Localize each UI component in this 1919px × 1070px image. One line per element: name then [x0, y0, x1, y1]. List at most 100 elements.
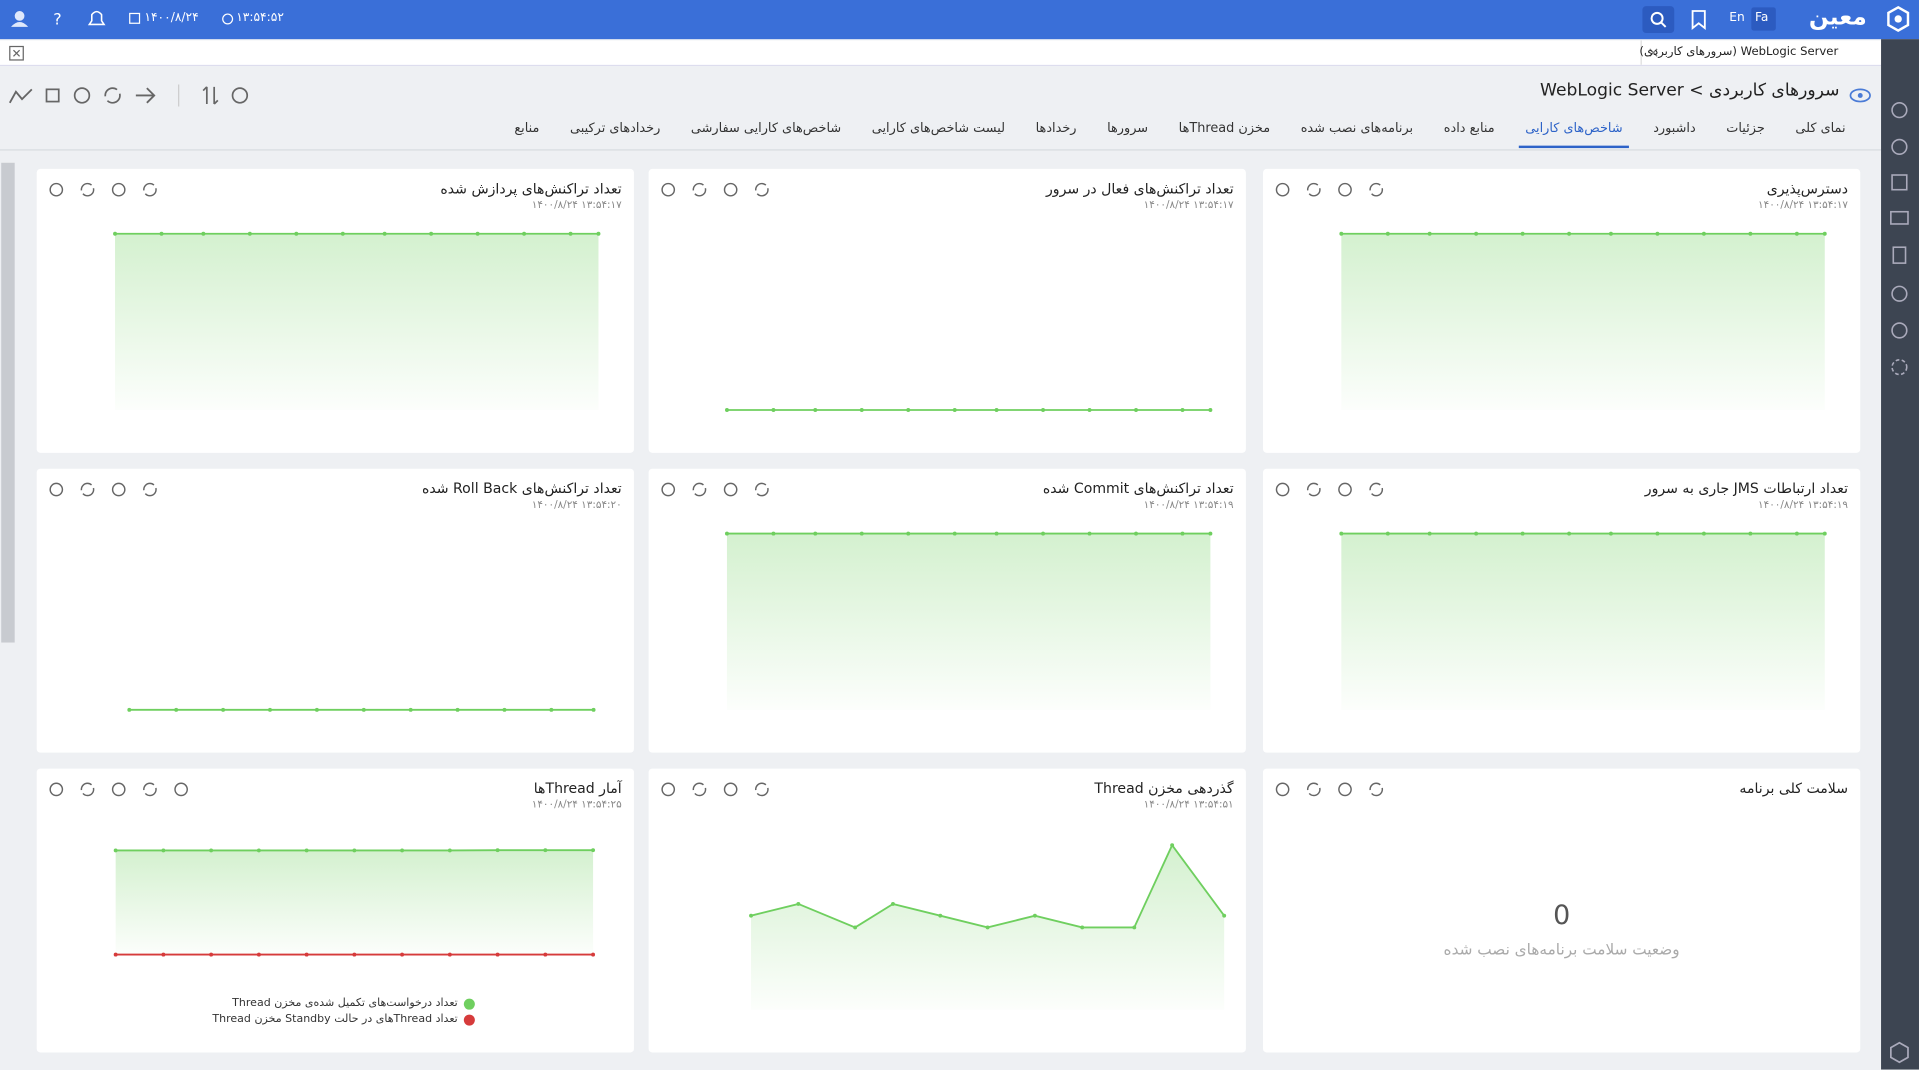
widget-tool[interactable] — [1338, 482, 1352, 497]
legend-swatch — [463, 998, 475, 1010]
side-icon[interactable] — [1890, 210, 1909, 225]
side-icon[interactable] — [1891, 102, 1908, 119]
point — [853, 925, 858, 930]
help-icon[interactable]: ? — [53, 9, 61, 28]
window-icon[interactable] — [9, 45, 24, 61]
lang-fa[interactable]: Fa — [1755, 11, 1769, 25]
widget-tool[interactable] — [1338, 782, 1352, 797]
side-icon[interactable] — [1891, 359, 1908, 376]
tab-close[interactable] — [1649, 48, 1658, 57]
bookmark-icon[interactable] — [1691, 10, 1706, 31]
widget-tool[interactable] — [111, 182, 126, 197]
chart-title: گذردهی مخزن Thread — [1094, 779, 1234, 797]
nav-tab[interactable]: منابع — [514, 121, 540, 136]
widget-tool[interactable] — [1338, 182, 1352, 197]
point — [1427, 531, 1432, 536]
nav-tab[interactable]: رخدادهای ترکیبی — [570, 121, 661, 136]
nav-tab[interactable]: برنامه‌های نصب شده — [1300, 121, 1414, 136]
nav-tab[interactable]: رخدادها — [1035, 121, 1077, 136]
widget-tool[interactable] — [1369, 782, 1384, 797]
tool-chart[interactable] — [8, 88, 33, 104]
legend-item[interactable]: تعداد Threadهای در حالت Standby مخزن Thr… — [212, 1013, 475, 1026]
tool-copy[interactable] — [45, 88, 60, 103]
widget-tool[interactable] — [1306, 482, 1321, 497]
nav-tab[interactable]: نمای کلی — [1795, 121, 1846, 136]
widget-tool[interactable] — [49, 482, 64, 497]
tool-pie[interactable] — [231, 87, 249, 104]
bell-icon[interactable] — [87, 10, 106, 26]
widget-tool[interactable] — [111, 782, 126, 797]
nav-tab[interactable]: داشبورد — [1653, 121, 1696, 136]
scrollbar[interactable] — [1, 162, 15, 643]
widget-tool[interactable] — [174, 782, 188, 797]
widget-tool[interactable] — [661, 182, 676, 197]
point — [201, 231, 206, 236]
point — [724, 408, 729, 412]
nav-tab[interactable]: سرورها — [1107, 121, 1149, 136]
point — [209, 952, 214, 957]
widget-tool[interactable] — [723, 482, 738, 497]
widget-tool[interactable] — [80, 782, 95, 797]
user-icon[interactable] — [14, 11, 25, 21]
widget-tool[interactable] — [80, 482, 95, 497]
widget-tool[interactable] — [692, 182, 707, 197]
chart-timestamp: ۱۳:۵۴:۱۹ ۱۴۰۰/۸/۲۴ — [1143, 499, 1234, 512]
side-icon[interactable] — [1891, 322, 1908, 339]
widget-tool[interactable] — [143, 182, 157, 197]
tool-forward[interactable] — [135, 87, 156, 104]
search-icon-handle — [1660, 21, 1667, 28]
lang-en[interactable]: En — [1729, 11, 1745, 25]
widget-tool[interactable] — [661, 782, 676, 797]
breadcrumb: سرورهای کاربردی > WebLogic Server — [1540, 80, 1840, 101]
widget-tool[interactable] — [143, 782, 157, 797]
widget-tool[interactable] — [1306, 182, 1321, 197]
nav-tab[interactable]: مخزن Threadها — [1178, 121, 1271, 136]
point — [1208, 531, 1213, 536]
area — [1341, 233, 1825, 410]
widget-tool[interactable] — [754, 182, 769, 197]
area — [751, 845, 1225, 1010]
point — [221, 707, 226, 712]
point — [1822, 531, 1827, 536]
widget-tool[interactable] — [49, 182, 64, 197]
widget-tool[interactable] — [1369, 482, 1384, 497]
widget-tool[interactable] — [692, 482, 707, 497]
eye-icon[interactable] — [1848, 86, 1872, 106]
widget-tool[interactable] — [1275, 182, 1290, 197]
widget-tool[interactable] — [49, 782, 64, 797]
legend-item[interactable]: تعداد درخواست‌های تکمیل شده‌ی مخزن Threa… — [232, 997, 475, 1010]
point — [813, 408, 818, 412]
widget-tool[interactable] — [1275, 482, 1290, 497]
nav-tab[interactable]: منابع داده — [1443, 121, 1495, 136]
widget-tool[interactable] — [1275, 782, 1290, 797]
tool-sort[interactable] — [202, 86, 219, 105]
widget-tool[interactable] — [1369, 182, 1384, 197]
side-icon[interactable] — [1892, 246, 1907, 264]
point — [113, 848, 118, 853]
eye-pupil — [1857, 93, 1863, 98]
tab-label[interactable]: WebLogic Server (سرورهای کاربردی) — [1639, 45, 1839, 59]
widget-tool[interactable] — [80, 182, 95, 197]
nav-tab[interactable]: جزئیات — [1726, 121, 1765, 136]
widget-tool[interactable] — [723, 182, 738, 197]
tool-alert[interactable] — [73, 87, 91, 104]
widget-tool[interactable] — [754, 782, 769, 797]
side-icon[interactable] — [1891, 138, 1908, 156]
tool-refresh[interactable] — [104, 87, 121, 104]
chart-timestamp: ۱۳:۵۴:۱۷ ۱۴۰۰/۸/۲۴ — [1758, 199, 1849, 212]
side-icon[interactable] — [1891, 174, 1908, 191]
widget: 05.00e-41.00e-313:52:4513:53:0013:53:151… — [36, 468, 634, 753]
side-icon[interactable] — [1891, 285, 1908, 302]
nav-tab[interactable]: شاخص‌های کارایی سفارشی — [690, 121, 842, 136]
widget-tool[interactable] — [692, 782, 707, 797]
widget-tool[interactable] — [1306, 782, 1321, 797]
widget-tool[interactable] — [754, 482, 769, 497]
widget-tool[interactable] — [723, 782, 738, 797]
widget-tool[interactable] — [661, 482, 676, 497]
search-button[interactable] — [1642, 6, 1675, 34]
widget-tool[interactable] — [111, 482, 126, 497]
chart-title: تعداد تراکنش‌های پردازش شده — [440, 179, 622, 198]
nav-tab[interactable]: لیست شاخص‌های کارایی — [871, 121, 1006, 136]
nav-tab[interactable]: شاخص‌های کارایی — [1519, 117, 1629, 149]
widget-tool[interactable] — [143, 482, 157, 497]
